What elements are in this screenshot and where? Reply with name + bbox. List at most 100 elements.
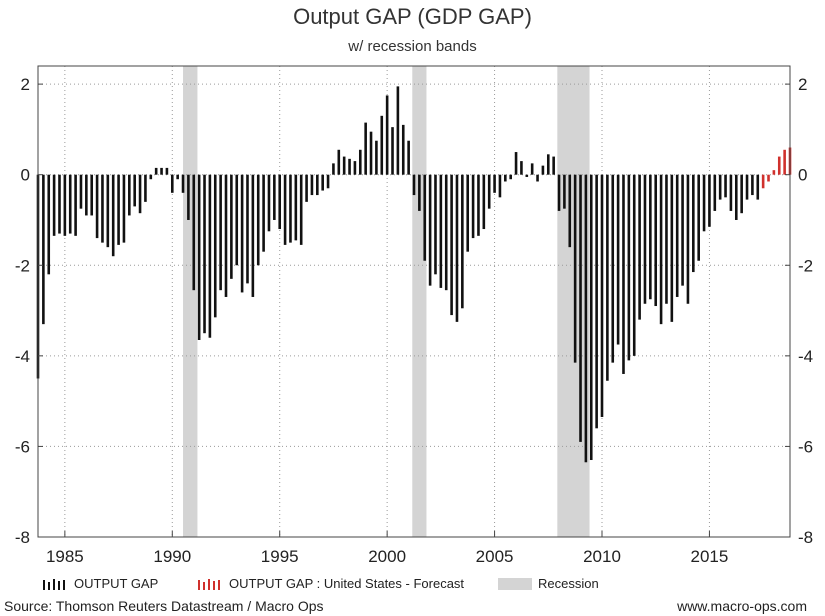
- output-gap-bar: [42, 174, 45, 325]
- output-gap-bar: [444, 174, 448, 291]
- output-gap-bar: [74, 174, 77, 236]
- output-gap-bar: [670, 174, 674, 322]
- output-gap-bar: [439, 174, 443, 288]
- output-gap-bar: [117, 174, 120, 245]
- output-gap-bar: [321, 174, 324, 191]
- output-gap-bar: [52, 174, 56, 236]
- chart-subtitle: w/ recession bands: [348, 38, 477, 55]
- output-gap-bar: [316, 174, 319, 196]
- output-gap-bar: [332, 163, 335, 175]
- output-gap-bar: [740, 174, 743, 214]
- output-gap-bar: [375, 140, 378, 175]
- output-gap-bar: [600, 174, 604, 417]
- output-gap-bar: [606, 174, 609, 381]
- y-tick-label-left: -4: [15, 347, 30, 366]
- output-gap-bar: [692, 174, 695, 273]
- output-gap-bar: [734, 174, 738, 220]
- output-gap-bar: [128, 174, 131, 216]
- y-tick-label-left: -8: [15, 528, 30, 547]
- output-gap-bar: [708, 174, 711, 227]
- output-gap-bar: [106, 174, 110, 248]
- output-gap-bar: [423, 174, 427, 261]
- output-gap-bar: [487, 174, 491, 209]
- output-gap-bar: [493, 174, 496, 193]
- chart-title: Output GAP (GDP GAP): [293, 4, 532, 29]
- x-tick-label: 1995: [261, 547, 299, 566]
- legend-forecast: OUTPUT GAP : United States - Forecast: [197, 576, 464, 591]
- output-gap-bar: [412, 174, 416, 196]
- output-gap-bar: [584, 174, 588, 463]
- output-gap-bar: [337, 149, 341, 175]
- output-gap-bar: [724, 174, 727, 198]
- output-gap-bar: [649, 174, 652, 300]
- forecast-bar: [777, 156, 781, 175]
- output-gap-bar: [246, 174, 249, 284]
- y-tick-label-right: -8: [798, 528, 813, 547]
- output-gap-bar: [466, 174, 470, 252]
- output-gap-bar: [751, 174, 754, 196]
- legend-output-gap: OUTPUT GAP: [42, 576, 158, 591]
- output-gap-bar: [504, 174, 507, 182]
- y-tick-label-left: 2: [21, 75, 30, 94]
- y-tick-label-right: 2: [798, 75, 807, 94]
- output-gap-bar: [68, 174, 72, 234]
- output-gap-bar: [745, 174, 749, 200]
- output-gap-bar: [262, 174, 265, 252]
- y-tick-label-left: -6: [15, 437, 30, 456]
- output-gap-bar: [428, 174, 432, 286]
- output-gap-bar: [697, 174, 700, 261]
- output-gap-bar: [213, 174, 217, 318]
- output-gap-bar: [643, 174, 647, 304]
- output-gap-bar: [589, 174, 593, 461]
- x-tick-label: 2005: [476, 547, 514, 566]
- output-gap-bar: [461, 174, 464, 309]
- output-gap-bar: [681, 174, 684, 286]
- output-gap-bar: [450, 174, 453, 316]
- output-gap-bar: [101, 174, 104, 243]
- output-gap-bar: [686, 174, 690, 304]
- output-gap-bar: [170, 174, 174, 193]
- output-gap-bar: [665, 174, 668, 304]
- y-tick-label-left: -2: [15, 256, 30, 275]
- output-gap-bar: [358, 149, 362, 175]
- output-gap-bar: [219, 174, 222, 291]
- output-gap-bar: [622, 174, 625, 374]
- forecast-bar: [772, 170, 776, 175]
- axes: -8 -8 -6 -6 -4 -4 -2 -2 0 0 2 2 1985 1990 1995 2000 2005…: [15, 65, 813, 566]
- output-gap-bar: [192, 174, 196, 291]
- website-link[interactable]: www.macro-ops.com: [677, 598, 807, 614]
- y-tick-label-right: 0: [798, 166, 807, 185]
- output-gap-bar: [149, 174, 153, 180]
- output-gap-bar: [380, 115, 384, 175]
- output-gap-bar: [251, 174, 255, 297]
- output-gap-bar: [541, 165, 545, 175]
- output-gap-bar: [203, 174, 206, 334]
- output-gap-bar: [616, 174, 620, 345]
- output-gap-bar: [536, 174, 539, 182]
- output-gap-bar: [208, 174, 212, 338]
- y-tick-label-left: 0: [21, 166, 30, 185]
- output-gap-bar: [154, 167, 158, 175]
- output-gap-bar: [176, 174, 179, 180]
- output-gap-bar: [455, 174, 459, 322]
- output-gap-bar: [348, 158, 351, 175]
- output-gap-bar: [95, 174, 99, 239]
- y-tick-label-right: -2: [798, 256, 813, 275]
- output-gap-bar: [63, 174, 67, 236]
- x-tick-label: 1985: [46, 547, 84, 566]
- output-gap-bar: [654, 174, 658, 307]
- output-gap-bar: [310, 174, 314, 196]
- output-gap-bar: [520, 161, 523, 175]
- output-gap-bar: [230, 174, 233, 279]
- recession-swatch-icon: [498, 577, 532, 590]
- recession-band: [412, 66, 427, 537]
- y-tick-label-right: -6: [798, 437, 813, 456]
- output-gap-bar: [160, 167, 163, 175]
- output-gap-bar: [756, 174, 760, 200]
- output-gap-bar: [702, 174, 706, 232]
- output-gap-bar: [47, 174, 51, 275]
- output-gap-bar: [85, 174, 88, 216]
- output-gap-bar: [638, 174, 641, 320]
- bars: [36, 86, 792, 463]
